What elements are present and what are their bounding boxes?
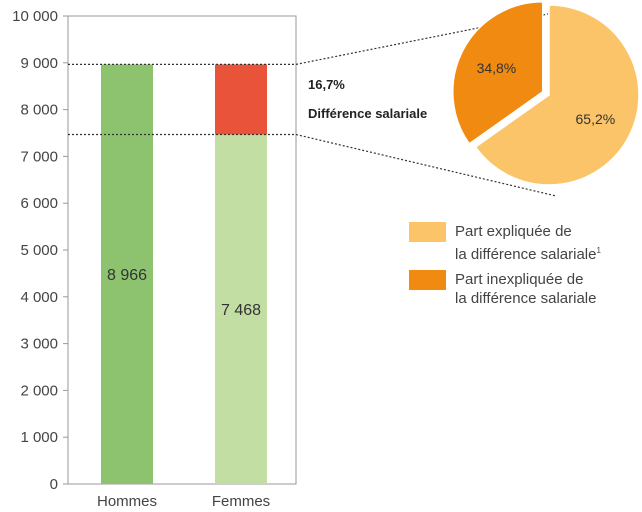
- bar-gap-femmes: [215, 64, 267, 135]
- y-tick-label: 8 000: [20, 102, 58, 119]
- gap-label: Différence salariale: [308, 106, 427, 121]
- legend-item-explained: Part expliquée de la différence salarial…: [409, 222, 639, 270]
- y-tick-label: 5 000: [20, 242, 58, 259]
- pie-slice-explained: [474, 4, 640, 186]
- legend-label-unexplained: Part inexpliquée de la différence salari…: [455, 271, 597, 307]
- y-tick-label: 7 000: [20, 148, 58, 165]
- legend: Part expliquée de la différence salarial…: [409, 222, 639, 318]
- connector-top: [295, 13, 549, 65]
- legend-swatch-explained: [409, 222, 446, 242]
- chart-bars: 8 966 Hommes 7 468 Femmes: [97, 64, 270, 510]
- y-tick-label: 4 000: [20, 289, 58, 306]
- legend-swatch-unexplained: [409, 270, 446, 290]
- bar-femmes: [215, 134, 267, 484]
- pie-value-label: 65,2%: [576, 111, 616, 127]
- bar-value-label: 7 468: [221, 302, 261, 319]
- y-tick-label: 2 000: [20, 382, 58, 399]
- x-category-label: Femmes: [212, 493, 270, 510]
- pie-value-label: 34,8%: [477, 60, 517, 76]
- gap-percent: 16,7%: [308, 77, 345, 92]
- connector-lines: [68, 13, 557, 197]
- pie-chart: 65,2% 34,8%: [452, 1, 640, 186]
- pie-slice-unexplained: [452, 1, 544, 145]
- legend-label-explained: Part expliquée de la différence salarial…: [455, 223, 601, 263]
- y-tick-label: 0: [50, 476, 58, 493]
- bar-value-label: 8 966: [107, 267, 147, 284]
- y-tick-label: 1 000: [20, 429, 58, 446]
- y-tick-label: 10 000: [12, 8, 58, 25]
- connector-bottom: [295, 133, 557, 197]
- y-tick-label: 6 000: [20, 195, 58, 212]
- x-category-label: Hommes: [97, 493, 157, 510]
- chart-axes: 0 1 000 2 000 3 000 4 000 5 000 6 000 7 000 8 00…: [12, 8, 297, 493]
- legend-item-unexplained: Part inexpliquée de la différence salari…: [409, 270, 639, 318]
- y-tick-label: 3 000: [20, 336, 58, 353]
- y-tick-label: 9 000: [20, 55, 58, 72]
